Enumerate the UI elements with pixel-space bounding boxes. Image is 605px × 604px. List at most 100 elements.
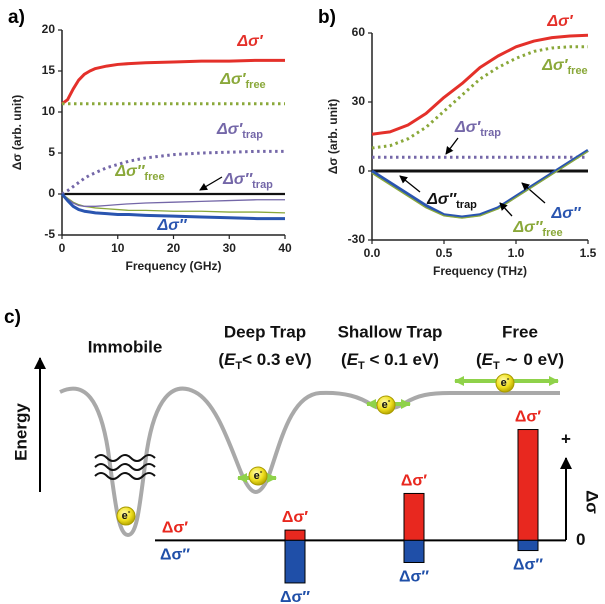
condition-symbol: E xyxy=(224,350,236,369)
electron-label: e- xyxy=(382,396,391,411)
bar-series-label: Δσ″ xyxy=(513,557,543,574)
category-label: Immobile xyxy=(88,337,163,356)
electron-label: e- xyxy=(122,507,131,522)
series-subscript: free xyxy=(144,171,164,183)
x-axis-label: Frequency (GHz) xyxy=(125,259,221,273)
electron-charge: - xyxy=(128,507,131,516)
series-name: Δσ″ xyxy=(513,557,543,574)
panel-label: a) xyxy=(8,7,25,28)
electron-charge: - xyxy=(260,467,263,476)
series-label: Δσ′trap xyxy=(216,121,263,141)
condition-rest: < 0.3 eV) xyxy=(242,350,311,369)
series-name: Δσ″ xyxy=(399,569,429,586)
y-tick-label: 0 xyxy=(358,163,365,177)
x-tick-label: 1.5 xyxy=(580,246,597,260)
series-name: Δσ′ xyxy=(546,13,573,30)
series-line xyxy=(61,193,285,207)
y-tick-label: 15 xyxy=(42,63,56,77)
category-label: Shallow Trap xyxy=(338,322,443,341)
category-label: Deep Trap xyxy=(224,322,306,341)
series-name: Δσ′ xyxy=(216,121,243,138)
series-name: Δσ′ xyxy=(454,119,481,136)
series-name: Δσ″ xyxy=(222,171,253,188)
value-axis-label: Δσ xyxy=(583,490,602,514)
series-label: Δσ′free xyxy=(219,71,265,91)
series-name: Δσ′ xyxy=(282,509,308,526)
electron xyxy=(116,506,136,526)
x-tick-label: 20 xyxy=(167,241,181,255)
series-subscript: trap xyxy=(456,199,477,211)
category-condition: (ET ∼ 0 eV) xyxy=(476,350,564,371)
category-condition: (ET < 0.1 eV) xyxy=(341,350,439,371)
condition-open: ( xyxy=(341,350,347,369)
condition-open: ( xyxy=(218,350,224,369)
condition-subscript: T xyxy=(493,360,500,372)
series-name: Δσ′ xyxy=(236,33,263,50)
series-line xyxy=(60,193,285,221)
y-tick-label: 5 xyxy=(48,145,55,159)
series-label: Δσ′trap xyxy=(454,119,501,139)
label-arrow xyxy=(521,182,546,204)
electron-label: e- xyxy=(501,374,510,389)
series-line xyxy=(371,45,588,150)
x-tick-label: 1.0 xyxy=(508,246,525,260)
series-subscript: trap xyxy=(242,129,263,141)
series-label: Δσ′ xyxy=(236,33,263,50)
series-line xyxy=(61,149,285,196)
series-label: Δσ″ xyxy=(156,217,187,234)
series-name: Δσ″ xyxy=(156,217,187,234)
electron-symbol: e xyxy=(501,377,507,389)
electron-label: e- xyxy=(254,467,263,482)
y-tick-label: 20 xyxy=(42,22,56,36)
series-subscript: trap xyxy=(480,127,501,139)
x-tick-label: 0.5 xyxy=(436,246,453,260)
bar-series-label: Δσ′ xyxy=(162,520,188,537)
condition-open: ( xyxy=(476,350,482,369)
x-tick-label: 40 xyxy=(278,241,292,255)
bar xyxy=(403,492,425,541)
series-label: Δσ″free xyxy=(114,163,164,183)
y-tick-label: 0 xyxy=(48,186,55,200)
bar-series-label: Δσ″ xyxy=(280,589,310,604)
series-subscript: free xyxy=(246,79,266,91)
series-name: Δσ″ xyxy=(280,589,310,604)
label-arrow xyxy=(445,137,459,155)
immobile-trap-wiggles xyxy=(94,454,156,480)
bar-series-label: Δσ″ xyxy=(160,547,190,564)
bar-series-label: Δσ′ xyxy=(515,409,541,426)
bar-series-label: Δσ′ xyxy=(401,473,427,490)
bar-series-label: Δσ″ xyxy=(399,569,429,586)
y-tick-label: -30 xyxy=(348,232,366,246)
electron-symbol: e xyxy=(382,399,388,411)
series-name: Δσ′ xyxy=(541,57,568,74)
series-subscript: free xyxy=(568,65,588,77)
series-label: Δσ″ xyxy=(550,205,581,222)
electron xyxy=(376,395,396,415)
series-line xyxy=(371,149,589,219)
y-tick-label: -5 xyxy=(44,227,55,241)
bar-series-label: Δσ′ xyxy=(282,509,308,526)
series-line xyxy=(371,150,589,219)
panel-label: c) xyxy=(4,307,21,328)
electron xyxy=(248,466,268,486)
y-axis-label: Δσ (arb. unit) xyxy=(326,99,340,175)
electron xyxy=(495,373,515,393)
y-axis-label: Δσ (arb. unit) xyxy=(10,95,24,171)
electron-symbol: e xyxy=(122,510,128,522)
condition-rest: ∼ 0 eV) xyxy=(500,350,564,369)
series-line xyxy=(61,58,285,106)
label-arrow xyxy=(499,202,513,217)
x-tick-label: 10 xyxy=(111,241,125,255)
series-name: Δσ′ xyxy=(219,71,246,88)
category-label: Free xyxy=(502,322,538,341)
series-label: Δσ′free xyxy=(541,57,587,77)
y-tick-label: 10 xyxy=(42,104,56,118)
series-label: Δσ″free xyxy=(512,219,562,239)
x-tick-label: 0 xyxy=(59,241,66,255)
y-tick-label: 0 xyxy=(576,530,585,549)
bar xyxy=(517,539,539,552)
electron-charge: - xyxy=(388,396,391,405)
energy-label: Energy xyxy=(11,403,30,461)
series-label: Δσ″trap xyxy=(426,191,477,211)
